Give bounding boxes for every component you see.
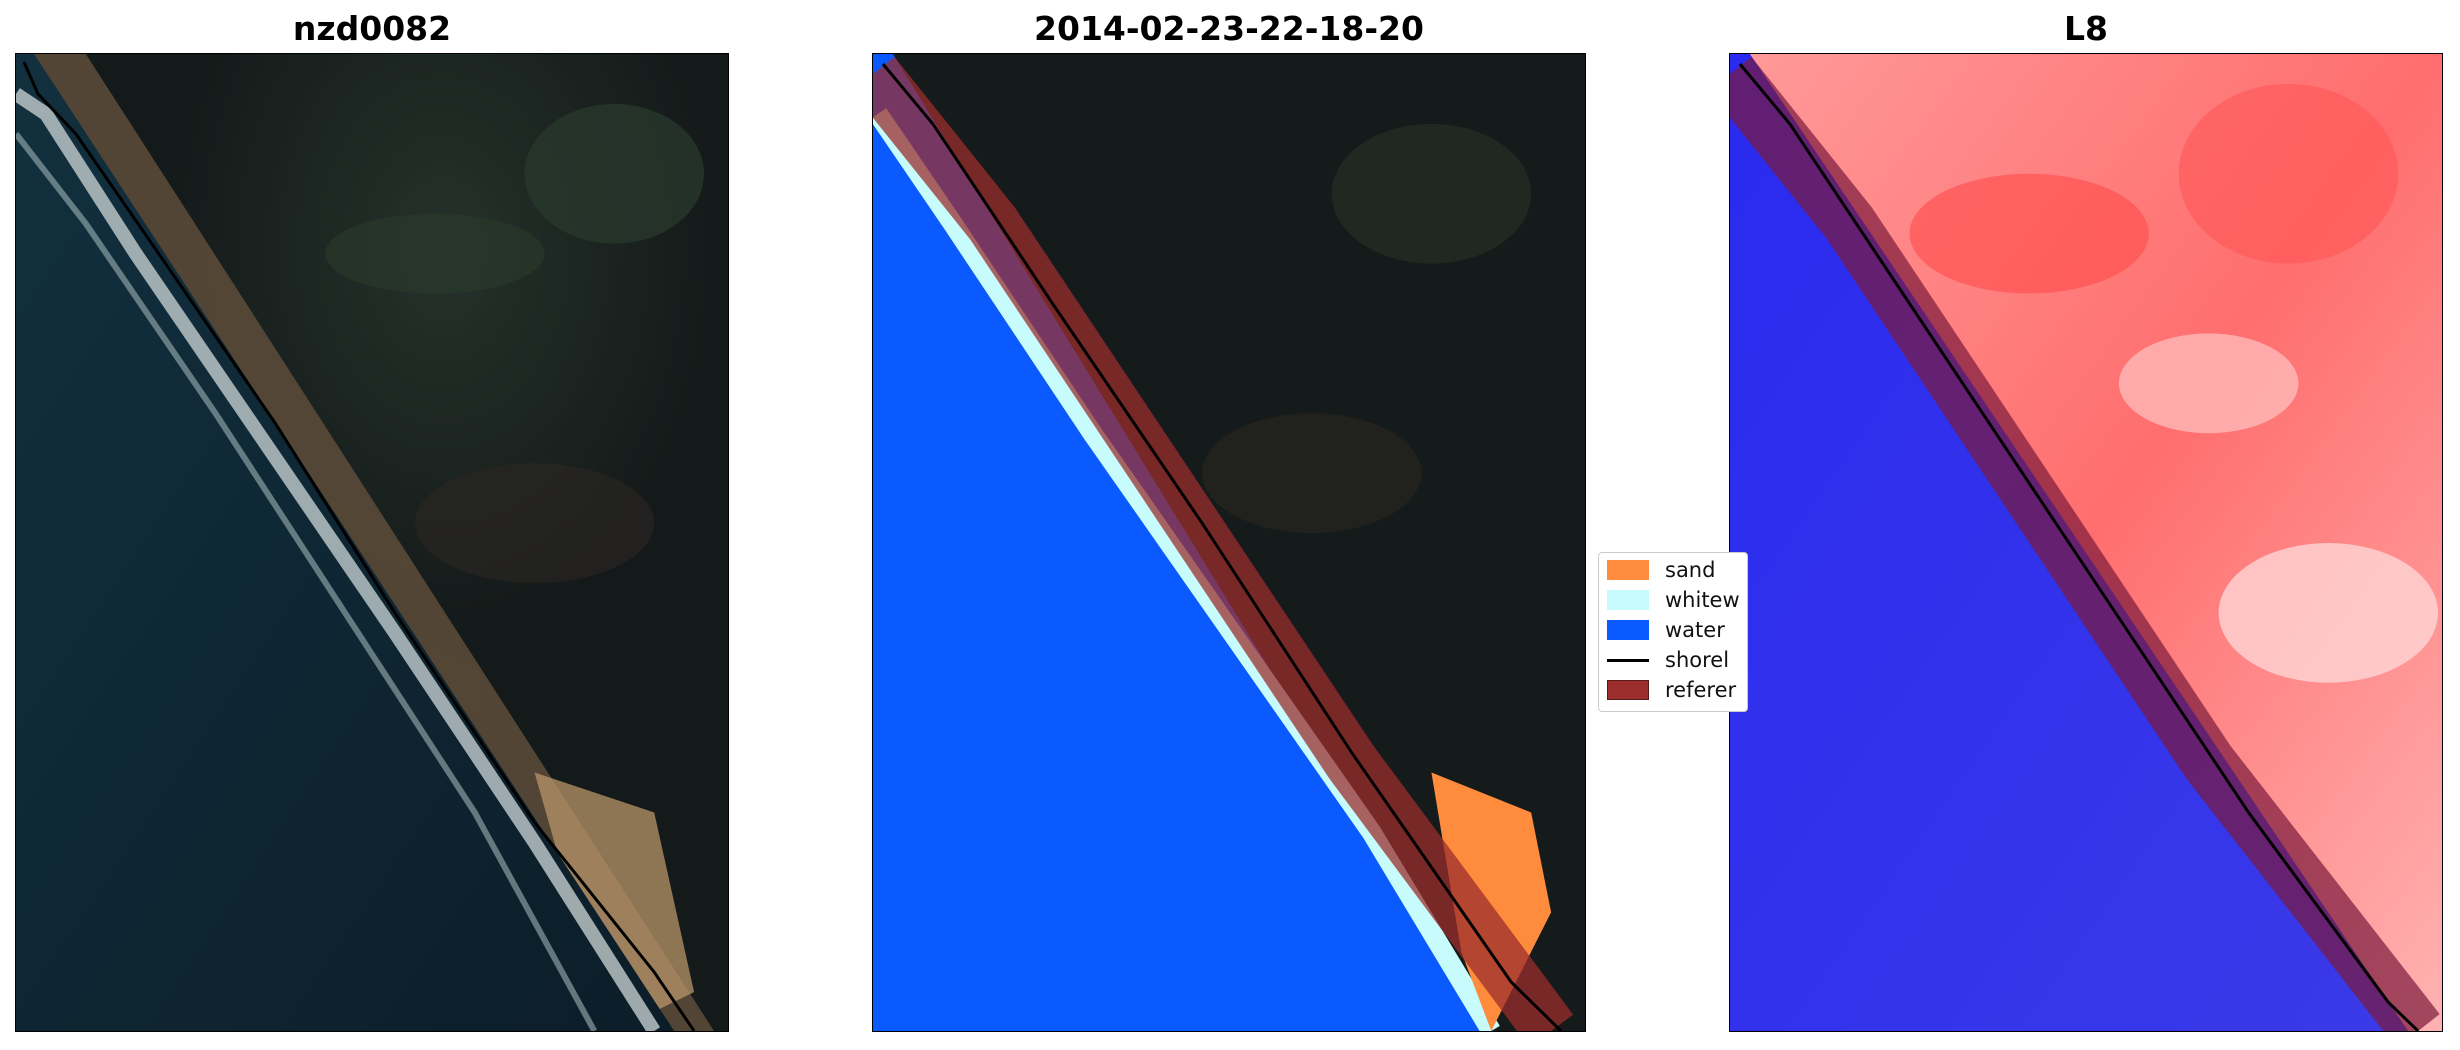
legend-item-shoreline: shorel (1607, 647, 1729, 673)
index-patch (2118, 333, 2299, 434)
forest-patch (524, 103, 705, 244)
legend-line-shoreline (1607, 658, 1649, 662)
classified-image-panel (872, 53, 1586, 1032)
index-patch (2218, 542, 2439, 683)
surf-line (16, 131, 597, 1031)
legend: sand whitew water shorel referer (1598, 552, 1748, 712)
legend-swatch-water (1607, 620, 1649, 640)
legend-label: referer (1665, 678, 1737, 702)
index-patch (1909, 173, 2149, 294)
forest-patch (1331, 123, 1532, 264)
legend-item-reference: referer (1607, 677, 1736, 703)
whitewater-class (873, 108, 1500, 1031)
clearing-patch (1202, 413, 1422, 534)
reference-band (873, 56, 1574, 1031)
shoreline-line (881, 63, 1563, 1031)
forest-patch (325, 213, 545, 294)
legend-label: water (1665, 618, 1725, 642)
shoreline-line (22, 61, 696, 1031)
legend-swatch-sand (1607, 560, 1649, 580)
classified-image (873, 54, 1585, 1031)
rgb-image (16, 54, 728, 1031)
index-patch (2178, 83, 2399, 264)
legend-swatch-whitewater (1607, 590, 1649, 610)
index-image-panel (1729, 53, 2443, 1032)
legend-item-sand: sand (1607, 557, 1715, 583)
panel-title-index: L8 (2064, 9, 2108, 48)
panel-title-rgb: nzd0082 (292, 9, 452, 48)
surf-line (16, 88, 661, 1031)
legend-item-whitewater: whitew (1607, 587, 1740, 613)
panel-title-classified: 2014-02-23-22-18-20 (1034, 9, 1424, 48)
legend-swatch-reference (1607, 680, 1649, 700)
shoreline-line (1738, 63, 2420, 1031)
legend-label: shorel (1665, 648, 1730, 672)
index-image (1730, 54, 2442, 1031)
legend-label: whitew (1665, 588, 1740, 612)
clearing-patch (414, 463, 655, 583)
rgb-image-panel (15, 53, 729, 1032)
legend-label: sand (1665, 558, 1716, 582)
legend-item-water: water (1607, 617, 1725, 643)
sand-dune (534, 772, 695, 1031)
